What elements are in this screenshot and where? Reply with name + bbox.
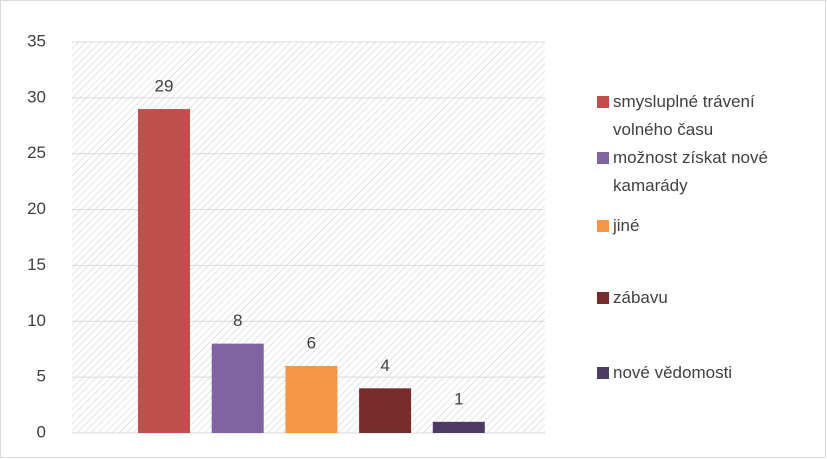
legend-label: zábavu xyxy=(613,288,668,307)
legend-item: zábavu xyxy=(597,284,818,312)
legend-item: jiné xyxy=(597,212,818,240)
data-label: 6 xyxy=(307,333,316,352)
legend-item: smysluplné trávení volného času xyxy=(597,88,818,144)
data-label: 29 xyxy=(155,77,174,96)
legend-swatch xyxy=(597,152,609,164)
bar xyxy=(138,109,190,434)
y-tick-label: 25 xyxy=(27,143,46,162)
bar xyxy=(432,421,485,433)
legend-swatch xyxy=(597,220,609,232)
bar xyxy=(211,343,264,433)
data-label: 8 xyxy=(233,311,242,330)
y-tick-label: 35 xyxy=(27,31,46,50)
legend-swatch xyxy=(597,367,609,379)
data-label: 4 xyxy=(380,356,389,375)
legend-swatch xyxy=(597,292,609,304)
data-label: 1 xyxy=(454,389,463,408)
bar xyxy=(285,365,338,433)
y-tick-label: 20 xyxy=(27,199,46,218)
legend-label: jiné xyxy=(613,216,640,235)
y-tick-label: 15 xyxy=(27,255,46,274)
y-tick-label: 0 xyxy=(37,422,46,441)
bar xyxy=(359,388,412,433)
legend-swatch xyxy=(597,96,609,108)
legend-label: možnost získat nové kamarády xyxy=(613,148,768,195)
y-tick-label: 5 xyxy=(37,367,46,386)
legend-label: smysluplné trávení volného času xyxy=(613,92,755,139)
legend-item: nové vědomosti xyxy=(597,359,818,387)
legend-label: nové vědomosti xyxy=(613,363,733,382)
y-tick-label: 10 xyxy=(27,311,46,330)
y-tick-label: 30 xyxy=(27,87,46,106)
legend-item: možnost získat nové kamarády xyxy=(597,144,818,200)
